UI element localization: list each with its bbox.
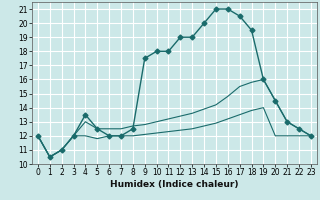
X-axis label: Humidex (Indice chaleur): Humidex (Indice chaleur) — [110, 180, 239, 189]
